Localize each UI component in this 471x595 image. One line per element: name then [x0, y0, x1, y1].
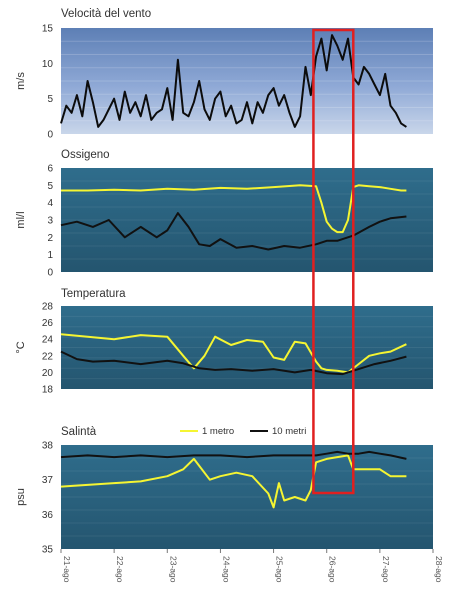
panel-temperature: 18 20 22 24 26 28 °C	[15, 302, 433, 396]
y-tick-label: 10	[42, 59, 54, 70]
panel-title-temperature: Temperatura	[61, 288, 126, 300]
highlight-window	[312, 28, 355, 495]
panel-title-oxygen: Ossigeno	[61, 149, 110, 161]
panel-salinity: 35 36 37 38 psu	[15, 441, 433, 556]
panel-title-wind: Velocità del vento	[61, 8, 151, 20]
y-axis-label-salinity: psu	[15, 488, 27, 506]
legend-label-1m: 1 metro	[202, 426, 234, 437]
y-tick-label: 22	[42, 351, 54, 362]
x-tick-label: 24-ago	[221, 556, 231, 583]
y-tick-label: 18	[42, 385, 54, 396]
x-tick-label: 25-ago	[275, 556, 285, 583]
y-tick-label: 4	[47, 198, 53, 209]
x-tick-label: 26-ago	[328, 556, 338, 583]
plot-background-wind	[61, 28, 433, 134]
plot-background-salinity	[61, 445, 433, 549]
y-tick-label: 0	[47, 130, 53, 141]
legend: 1 metro 10 metri	[180, 426, 306, 437]
y-tick-label: 5	[47, 94, 53, 105]
y-tick-label: 24	[42, 335, 54, 346]
series-line-oxygen-10m	[60, 212, 407, 251]
panel-oxygen: 0 1 2 3 4 5 6 ml/l	[15, 164, 433, 279]
series-line-salinity-10m	[60, 450, 407, 460]
y-tick-label: 1	[47, 250, 53, 261]
plot-background-oxygen	[61, 168, 433, 272]
y-tick-label: 6	[47, 164, 53, 175]
x-tick-label: 23-ago	[168, 556, 178, 583]
y-tick-label: 26	[42, 318, 54, 329]
x-tick-label: 22-ago	[115, 556, 125, 583]
y-tick-label: 28	[42, 302, 54, 313]
y-axis-label-wind: m/s	[15, 72, 27, 90]
y-tick-label: 15	[42, 24, 54, 35]
x-axis: 21-ago 22-ago 23-ago 24-ago 25-ago 26-ago 27-a…	[60, 549, 444, 583]
y-tick-label: 38	[42, 441, 54, 452]
y-tick-label: 20	[42, 368, 54, 379]
y-tick-label: 37	[42, 475, 54, 486]
y-axis-label-temperature: °C	[15, 341, 27, 353]
y-tick-label: 2	[47, 233, 53, 244]
legend-label-10m: 10 metri	[272, 426, 306, 437]
series-line-temperature-1m	[60, 333, 407, 374]
series-line-salinity-1m	[60, 454, 407, 509]
x-tick-label: 21-ago	[62, 556, 72, 583]
plot-background-temperature	[61, 306, 433, 389]
panel-title-salinity: Salintà	[61, 426, 97, 438]
y-tick-label: 5	[47, 181, 53, 192]
x-tick-label: 27-ago	[381, 556, 391, 583]
y-tick-label: 36	[42, 510, 54, 521]
y-tick-label: 35	[42, 545, 54, 556]
x-tick-label: 28-ago	[434, 556, 444, 583]
y-tick-label: 0	[47, 268, 53, 279]
series-line-oxygen-1m	[61, 184, 407, 234]
panel-wind: 0 5 10 15 m/s	[15, 24, 433, 141]
series-line-wind-wind	[60, 34, 407, 128]
series-line-temperature-10m	[60, 350, 407, 376]
y-axis-label-oxygen: ml/l	[15, 211, 27, 228]
y-tick-label: 3	[47, 216, 53, 227]
